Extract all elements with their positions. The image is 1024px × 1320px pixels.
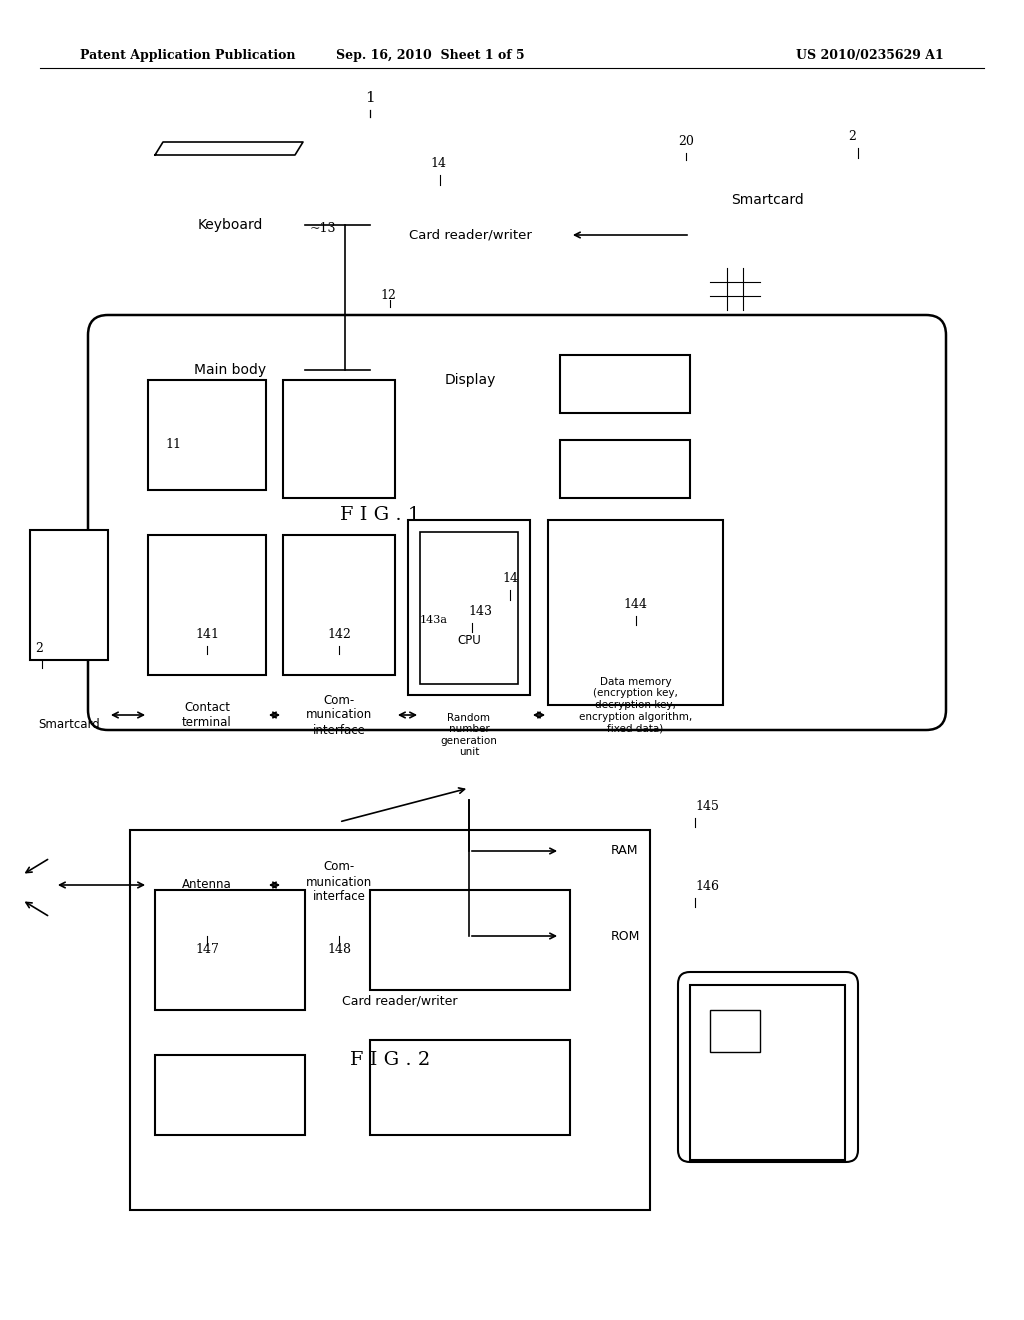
Text: 143: 143 <box>468 605 492 618</box>
FancyBboxPatch shape <box>88 315 946 730</box>
Text: Display: Display <box>444 374 496 387</box>
Bar <box>130 830 650 1210</box>
Bar <box>148 535 266 675</box>
Text: 148: 148 <box>327 942 351 956</box>
Bar <box>148 380 266 490</box>
Text: 143a: 143a <box>420 615 449 624</box>
Text: Keyboard: Keyboard <box>198 218 263 232</box>
Text: Contact
terminal: Contact terminal <box>182 701 231 729</box>
Text: Data memory
(encryption key,
decryption key,
encryption algorithm,
fixed data): Data memory (encryption key, decryption … <box>579 677 692 733</box>
Text: Main body: Main body <box>194 363 266 378</box>
Text: Com-
munication
interface: Com- munication interface <box>306 861 372 903</box>
Text: RAM: RAM <box>611 845 639 858</box>
Bar <box>420 532 518 684</box>
Bar <box>155 1055 305 1135</box>
Text: 142: 142 <box>327 628 351 642</box>
Text: 14: 14 <box>430 157 446 170</box>
Text: 145: 145 <box>695 800 719 813</box>
Text: 2: 2 <box>35 642 43 655</box>
Text: Card reader/writer: Card reader/writer <box>409 228 531 242</box>
Bar <box>408 520 530 696</box>
Bar <box>370 890 570 990</box>
Bar <box>560 440 690 498</box>
Bar <box>370 1040 570 1135</box>
Text: Smartcard: Smartcard <box>38 718 100 731</box>
Text: Smartcard: Smartcard <box>731 193 804 207</box>
Text: US 2010/0235629 A1: US 2010/0235629 A1 <box>797 49 944 62</box>
Text: 20: 20 <box>678 135 694 148</box>
Text: 141: 141 <box>195 628 219 642</box>
Text: Sep. 16, 2010  Sheet 1 of 5: Sep. 16, 2010 Sheet 1 of 5 <box>336 49 524 62</box>
Bar <box>283 380 395 498</box>
Text: Patent Application Publication: Patent Application Publication <box>80 49 296 62</box>
Text: 144: 144 <box>624 598 647 611</box>
Text: F I G . 2: F I G . 2 <box>350 1051 430 1069</box>
Text: F I G . 1: F I G . 1 <box>340 506 420 524</box>
Text: 11: 11 <box>165 438 181 451</box>
Bar <box>710 1010 760 1052</box>
Text: 14: 14 <box>502 572 518 585</box>
Bar <box>560 355 690 413</box>
Bar <box>30 531 108 660</box>
Text: ROM: ROM <box>610 929 640 942</box>
Text: CPU: CPU <box>457 634 481 647</box>
Bar <box>548 520 723 705</box>
Text: Com-
munication
interface: Com- munication interface <box>306 693 372 737</box>
Text: Antenna: Antenna <box>182 879 231 891</box>
FancyBboxPatch shape <box>678 972 858 1162</box>
Text: 12: 12 <box>380 289 396 302</box>
Text: 146: 146 <box>695 880 719 894</box>
Text: 1: 1 <box>366 91 375 106</box>
Text: Random
number
generation
unit: Random number generation unit <box>440 713 498 758</box>
Text: 147: 147 <box>195 942 219 956</box>
Bar <box>690 985 845 1160</box>
Bar <box>155 890 305 1010</box>
Text: ~13: ~13 <box>310 222 337 235</box>
Text: 2: 2 <box>848 129 856 143</box>
Text: Card reader/writer: Card reader/writer <box>342 995 458 1008</box>
Bar <box>283 535 395 675</box>
